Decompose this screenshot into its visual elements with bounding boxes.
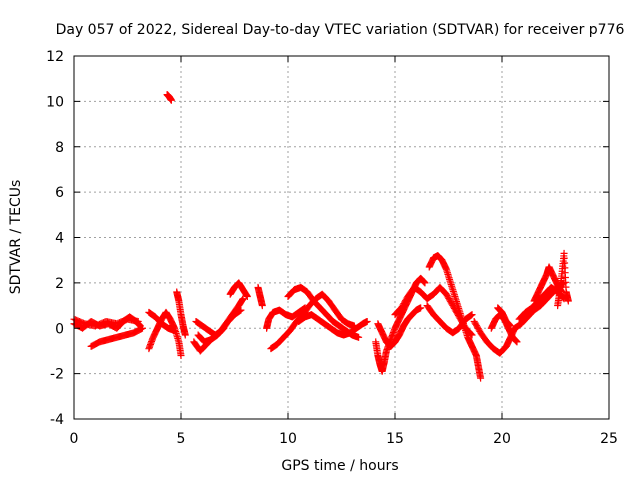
data-point: [513, 338, 521, 346]
data-track: [173, 288, 189, 339]
data-track: [374, 304, 425, 350]
data-point: [507, 322, 515, 330]
data-point: [181, 331, 189, 339]
data-point: [417, 304, 425, 312]
y-tick-label: 10: [46, 94, 64, 110]
data-point: [421, 279, 429, 287]
data-track: [391, 283, 476, 339]
x-tick-label: 5: [177, 431, 186, 447]
data-track: [163, 91, 175, 104]
data-point: [564, 297, 572, 305]
data-track: [554, 249, 572, 310]
data-point: [138, 324, 146, 332]
data-track: [423, 302, 476, 337]
data-track: [425, 252, 485, 382]
y-tick-label: -4: [50, 412, 64, 428]
data-point: [134, 317, 142, 325]
data-series: [70, 91, 572, 382]
data-point: [468, 311, 476, 319]
x-tick-label: 10: [279, 431, 297, 447]
data-point: [477, 374, 485, 382]
data-track: [87, 324, 146, 350]
data-track: [194, 324, 228, 346]
x-axis-label: GPS time / hours: [281, 458, 398, 474]
data-track: [145, 308, 179, 335]
data-point: [239, 295, 247, 303]
data-track: [295, 311, 371, 339]
data-track: [70, 315, 142, 330]
x-tick-label: 15: [386, 431, 404, 447]
data-point: [219, 325, 227, 333]
y-tick-label: 4: [55, 231, 64, 247]
x-tick-label: 0: [70, 431, 79, 447]
data-point: [355, 333, 363, 341]
y-tick-label: 2: [55, 276, 64, 292]
data-point: [167, 96, 175, 104]
y-tick-label: 8: [55, 140, 64, 156]
grid-lines: [74, 56, 609, 419]
data-point: [363, 317, 371, 325]
y-axis-label: SDTVAR / TECUs: [8, 180, 24, 295]
data-point: [177, 351, 185, 359]
y-tick-label: -2: [50, 367, 64, 383]
x-axis-ticks: 0 5 10 15 20 25: [70, 56, 618, 447]
data-track: [254, 283, 266, 310]
data-track: [267, 290, 358, 353]
y-tick-label: 6: [55, 185, 64, 201]
chart-title: Day 057 of 2022, Sidereal Day-to-day VTE…: [56, 22, 625, 38]
data-track: [494, 304, 515, 330]
y-axis-ticks: -4 -2 0 2 4 6 8 10 12: [46, 49, 609, 428]
data-track: [192, 306, 245, 339]
data-point: [243, 292, 251, 300]
x-tick-label: 25: [600, 431, 618, 447]
data-point: [171, 327, 179, 335]
data-point: [237, 306, 245, 314]
data-track: [226, 279, 251, 300]
data-point: [258, 302, 266, 310]
x-tick-label: 20: [493, 431, 511, 447]
y-tick-label: 12: [46, 49, 64, 65]
y-tick-label: 0: [55, 321, 64, 337]
data-point: [218, 326, 226, 334]
data-track: [263, 304, 309, 332]
data-point: [220, 324, 228, 332]
